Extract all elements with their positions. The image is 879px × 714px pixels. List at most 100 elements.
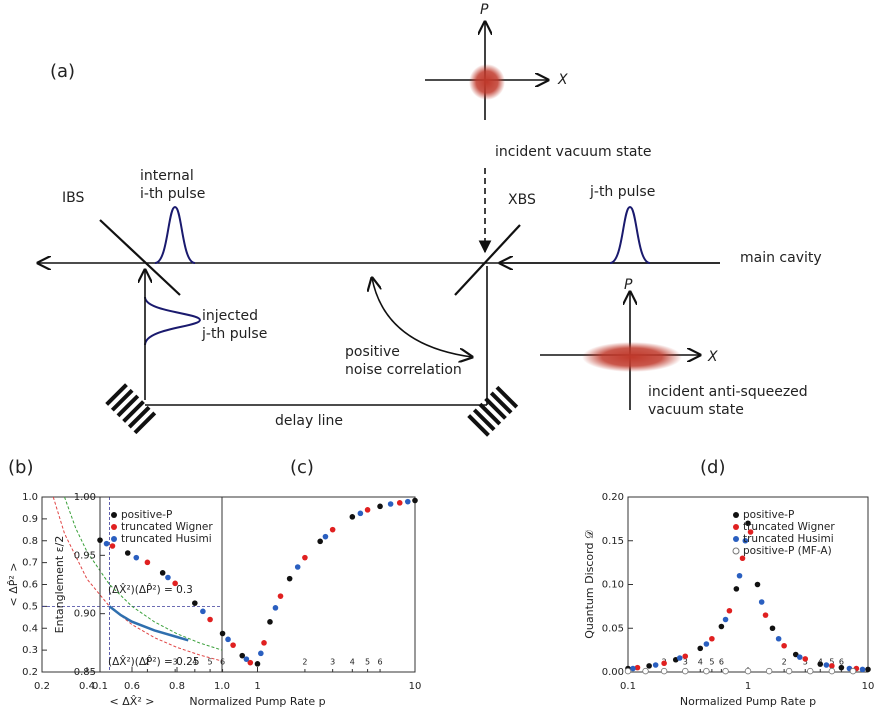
- point: [817, 661, 824, 667]
- point: [302, 554, 308, 561]
- point: [247, 659, 254, 666]
- legend-label: positive-P: [743, 509, 794, 521]
- point: [207, 616, 213, 623]
- curve: [52, 496, 223, 662]
- point: [261, 640, 267, 646]
- label: IBS: [62, 190, 84, 206]
- point: [829, 663, 835, 669]
- x-minor-label: 6: [378, 658, 383, 667]
- x-minor-label: 6: [839, 658, 844, 667]
- y-tick-label: 1.00: [74, 492, 96, 503]
- ibs-splitter: [99, 219, 181, 296]
- legend-label: truncated Wigner: [121, 521, 213, 533]
- point: [124, 550, 131, 556]
- point: [745, 520, 751, 527]
- point: [754, 581, 761, 588]
- point: [357, 510, 364, 517]
- point: [103, 540, 110, 547]
- y-axis-label: Quantum Discord 𝒟: [583, 530, 596, 639]
- y-tick-label: 0.85: [74, 667, 96, 678]
- point: [165, 574, 171, 581]
- point: [775, 635, 782, 642]
- label: positive: [345, 344, 400, 360]
- x-tick-label: 0.8: [169, 681, 185, 692]
- y-tick-label: 0.05: [602, 623, 624, 634]
- x-tick-label: 0.2: [34, 681, 50, 692]
- point: [703, 667, 710, 675]
- point: [733, 586, 740, 592]
- point: [109, 543, 116, 549]
- y-tick-label: 0.3: [22, 645, 38, 656]
- point: [762, 612, 769, 618]
- label: delay line: [275, 413, 343, 429]
- x-minor-label: 5: [709, 658, 714, 667]
- y-tick-label: 0.10: [602, 580, 624, 591]
- point: [769, 625, 776, 632]
- point: [258, 650, 264, 657]
- point: [742, 537, 749, 544]
- y-tick-label: 0.8: [22, 536, 38, 547]
- point: [709, 635, 715, 642]
- point: [294, 564, 301, 570]
- point: [634, 664, 641, 671]
- x-tick-label: 10: [862, 681, 875, 692]
- point: [718, 623, 725, 630]
- point: [758, 599, 765, 605]
- label: incident vacuum state: [495, 144, 652, 160]
- point: [239, 652, 246, 659]
- point: [849, 667, 857, 675]
- x-axis-label: < ΔX̂² >: [110, 695, 155, 708]
- point: [807, 667, 814, 675]
- x-minor-label: 2: [302, 658, 307, 667]
- y-tick-label: 0.9: [22, 514, 38, 525]
- label: noise correlation: [345, 362, 462, 378]
- x-tick-label: 0.4: [79, 681, 95, 692]
- x-axis-label: Normalized Pump Rate p: [189, 695, 325, 708]
- point: [642, 667, 649, 675]
- point: [736, 572, 743, 579]
- point: [660, 667, 668, 675]
- point: [200, 608, 206, 615]
- point: [192, 600, 198, 606]
- panel-label: (a): [50, 61, 75, 82]
- x-minor-label: 2: [145, 658, 150, 667]
- point: [243, 656, 250, 662]
- y-tick-label: 0.90: [74, 609, 96, 620]
- point: [828, 667, 836, 675]
- point: [133, 554, 140, 561]
- legend-marker: [111, 536, 117, 542]
- point: [802, 656, 809, 662]
- point: [349, 514, 356, 520]
- point: [230, 642, 236, 648]
- x-axis-label: Normalized Pump Rate p: [680, 695, 816, 708]
- legend-marker: [732, 547, 740, 555]
- point: [317, 538, 323, 545]
- y-axis-label: Entanglement ε/2: [53, 536, 66, 634]
- x-minor-label: 6: [719, 658, 724, 667]
- point: [254, 661, 261, 667]
- point: [97, 537, 103, 543]
- point: [404, 498, 411, 505]
- pulse: [609, 205, 651, 264]
- point: [172, 580, 178, 587]
- point: [387, 501, 394, 507]
- mirror: [105, 383, 157, 435]
- label: vacuum state: [648, 402, 744, 418]
- x-tick-label: 10: [409, 681, 422, 692]
- axis-label: X: [707, 349, 718, 365]
- point: [272, 605, 279, 611]
- legend-marker: [111, 524, 117, 530]
- x-tick-label: 1: [745, 681, 751, 692]
- legend-label: positive-P (MF-A): [743, 545, 832, 557]
- y-tick-label: 0.2: [22, 667, 38, 678]
- x-minor-label: 5: [208, 658, 213, 667]
- panel-label: (b): [8, 457, 33, 478]
- x-minor-label: 3: [173, 658, 178, 667]
- legend-marker: [111, 512, 117, 518]
- x-minor-label: 5: [365, 658, 370, 667]
- panel-label: (c): [290, 457, 314, 478]
- pulse: [154, 205, 196, 264]
- legend-marker: [733, 524, 739, 530]
- point: [682, 653, 689, 660]
